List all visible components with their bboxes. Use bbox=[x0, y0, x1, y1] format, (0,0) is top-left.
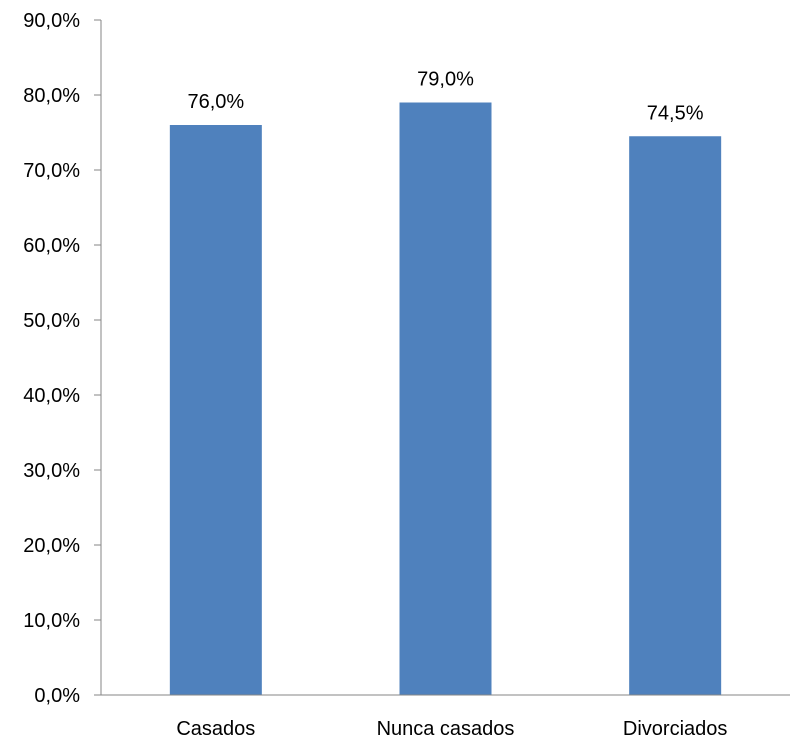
data-label: 76,0% bbox=[187, 91, 244, 113]
data-label: 74,5% bbox=[647, 102, 704, 124]
y-tick-label: 50,0% bbox=[23, 310, 80, 332]
y-tick-label: 10,0% bbox=[23, 610, 80, 632]
data-labels: 76,0% 79,0% 74,5% bbox=[187, 69, 703, 125]
y-tick-label: 30,0% bbox=[23, 460, 80, 482]
x-tick-label: Divorciados bbox=[623, 718, 727, 740]
x-tick-label: Casados bbox=[176, 718, 255, 740]
bars bbox=[169, 102, 722, 695]
y-tick-label: 90,0% bbox=[23, 10, 80, 32]
x-axis: Casados Nunca casados Divorciados bbox=[101, 694, 790, 740]
y-tick-label: 80,0% bbox=[23, 85, 80, 107]
data-label: 79,0% bbox=[417, 69, 474, 91]
y-tick-label: 70,0% bbox=[23, 160, 80, 182]
bar-casados bbox=[169, 125, 262, 695]
y-axis: 0,0% 10,0% 20,0% 30,0% 40,0% 50,0% 60,0% 70,0% 8… bbox=[23, 10, 102, 707]
bar-divorciados bbox=[629, 136, 722, 695]
x-tick-label: Nunca casados bbox=[377, 718, 515, 740]
y-tick-label: 40,0% bbox=[23, 385, 80, 407]
y-tick-label: 0,0% bbox=[34, 685, 80, 707]
y-tick-label: 20,0% bbox=[23, 535, 80, 557]
bar-nunca-casados bbox=[399, 102, 492, 695]
y-tick-label: 60,0% bbox=[23, 235, 80, 257]
